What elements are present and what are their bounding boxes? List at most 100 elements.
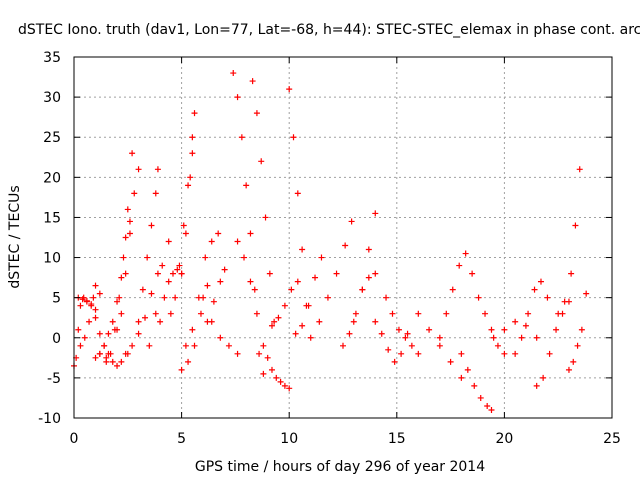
y-axis-label: dSTEC / TECUs: [7, 185, 23, 288]
data-point: [161, 294, 168, 301]
data-point: [77, 302, 84, 309]
data-point: [340, 342, 346, 349]
series-38: [565, 290, 590, 373]
data-series: [71, 70, 590, 413]
data-point: [307, 334, 314, 341]
series-14: [182, 230, 222, 349]
data-point: [131, 190, 138, 197]
data-point: [464, 366, 471, 373]
data-point: [268, 322, 275, 329]
series-10: [146, 238, 172, 349]
data-point: [208, 238, 215, 245]
y-tick-label: 35: [43, 50, 61, 66]
data-point: [101, 342, 108, 349]
data-point: [583, 290, 590, 297]
data-point: [292, 330, 299, 337]
chart-title: dSTEC Iono. truth (dav1, Lon=77, Lat=-68…: [18, 22, 640, 38]
data-point: [114, 362, 121, 369]
series-7: [114, 166, 142, 333]
data-point: [359, 286, 366, 293]
y-tick-labels: -10 -5 0 5 10 15 20 25 30 35: [38, 50, 61, 427]
data-point: [553, 326, 560, 333]
data-point: [350, 318, 357, 325]
data-point: [294, 190, 301, 197]
grid: [74, 57, 612, 418]
data-point: [518, 334, 525, 341]
data-point: [148, 222, 155, 229]
data-point: [568, 270, 575, 277]
data-point: [262, 214, 269, 221]
data-point: [167, 310, 174, 317]
data-point: [275, 314, 282, 321]
tick-marks: [73, 56, 613, 419]
data-point: [469, 270, 476, 277]
data-point: [178, 366, 185, 373]
data-point: [122, 234, 129, 241]
data-point: [512, 318, 519, 325]
data-point: [305, 302, 312, 309]
data-point: [114, 326, 121, 333]
data-point: [348, 218, 355, 225]
data-point: [165, 278, 172, 285]
data-point: [180, 222, 187, 229]
data-point: [565, 366, 572, 373]
data-point: [135, 318, 142, 325]
data-point: [318, 254, 325, 261]
series-22: [268, 278, 301, 329]
x-tick-labels: 0 5 10 15 20 25: [70, 431, 621, 447]
data-point: [415, 350, 422, 357]
data-point: [281, 382, 288, 389]
data-point: [142, 314, 149, 321]
series-21: [260, 342, 293, 392]
data-point: [260, 370, 267, 377]
data-point: [92, 354, 99, 361]
data-point: [139, 286, 146, 293]
data-point: [531, 286, 538, 293]
data-point: [378, 330, 385, 337]
x-axis-label: GPS time / hours of day 296 of year 2014: [195, 459, 485, 475]
data-point: [333, 270, 340, 277]
data-point: [443, 310, 450, 317]
data-point: [533, 334, 540, 341]
series-27: [350, 210, 379, 325]
data-point: [174, 266, 181, 273]
series-28: [372, 318, 411, 365]
data-point: [426, 326, 433, 333]
data-point: [482, 310, 489, 317]
series-30: [415, 310, 465, 381]
series-12: [167, 150, 196, 317]
series-25: [307, 218, 355, 341]
data-point: [540, 374, 547, 381]
y-tick-label: 15: [43, 210, 61, 226]
data-point: [217, 334, 224, 341]
data-point: [475, 294, 482, 301]
data-point: [299, 322, 306, 329]
data-point: [189, 326, 196, 333]
data-point: [96, 350, 103, 357]
data-point: [561, 298, 568, 305]
data-point: [253, 110, 260, 117]
series-34: [490, 318, 540, 341]
data-point: [182, 342, 189, 349]
data-point: [238, 134, 245, 141]
data-point: [372, 270, 379, 277]
data-point: [191, 110, 198, 117]
data-point: [458, 374, 465, 381]
data-point: [159, 262, 166, 269]
data-point: [129, 150, 136, 157]
series-32: [458, 350, 495, 413]
data-point: [234, 350, 241, 357]
data-point: [126, 230, 133, 237]
data-point: [109, 318, 116, 325]
data-point: [342, 242, 349, 249]
plot-frame: [73, 56, 613, 419]
data-point: [81, 334, 88, 341]
data-point: [234, 238, 241, 245]
series-20: [249, 78, 278, 325]
y-tick-label: 20: [43, 170, 61, 186]
data-point: [525, 310, 532, 317]
data-point: [185, 358, 192, 365]
data-point: [191, 342, 198, 349]
series-29: [383, 294, 422, 357]
